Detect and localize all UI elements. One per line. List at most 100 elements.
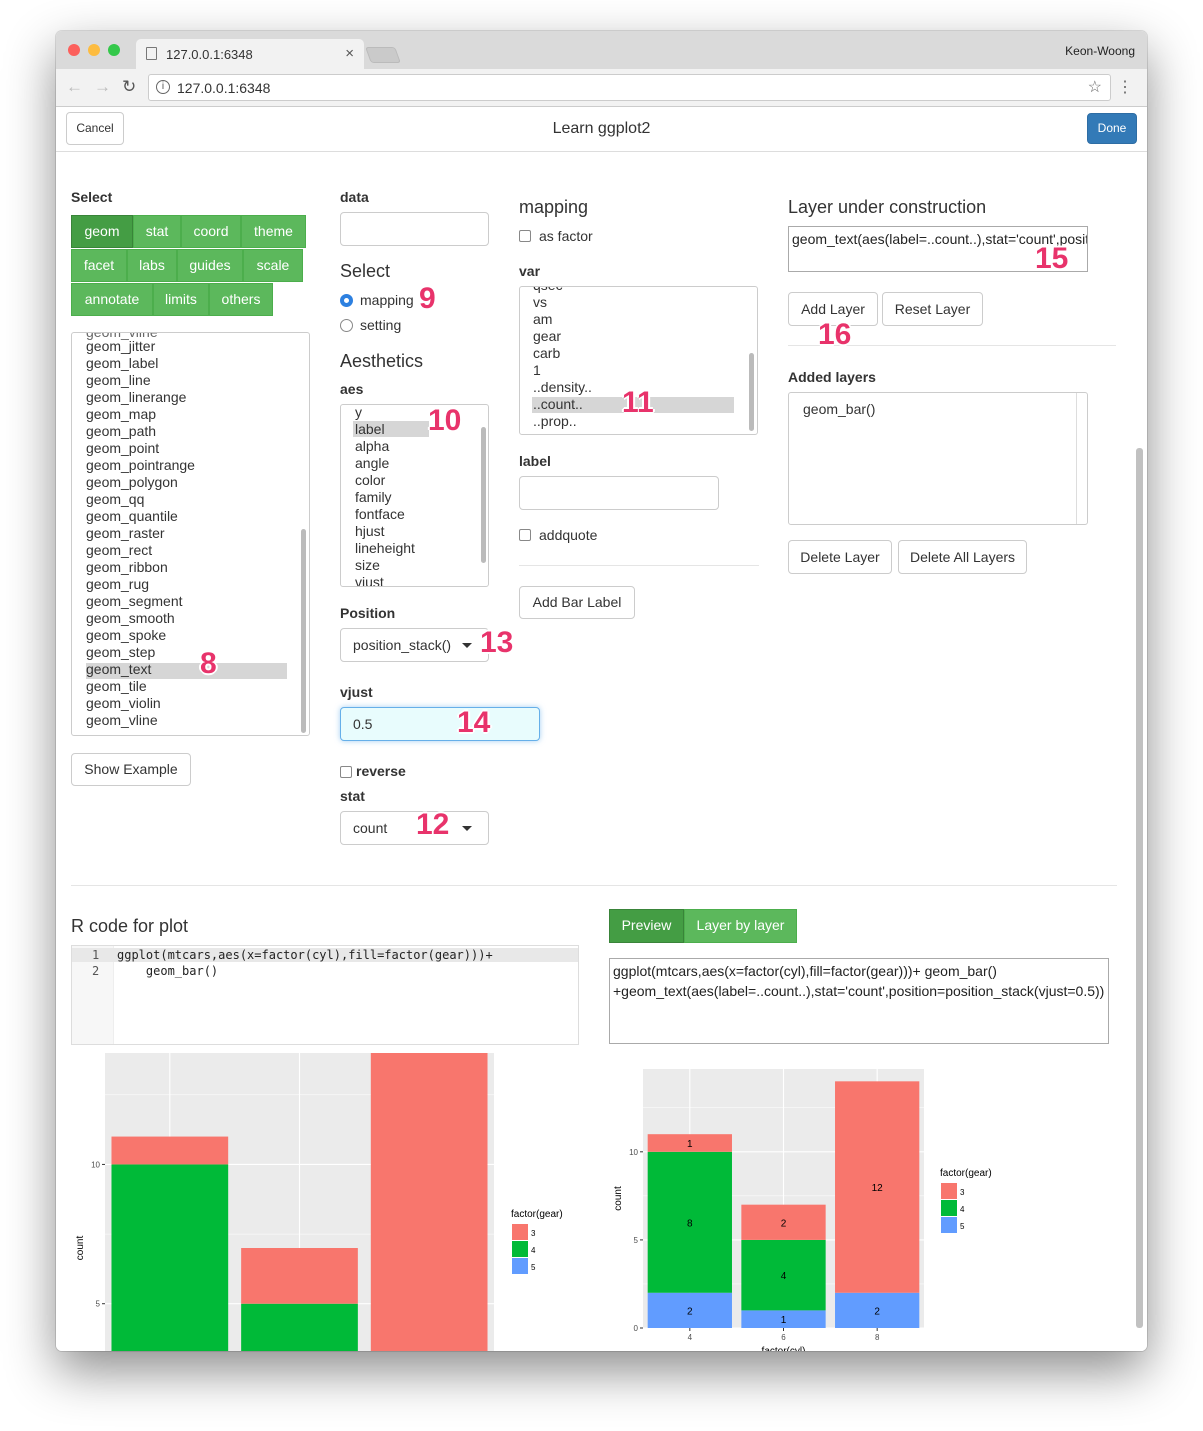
preview-button[interactable]: Preview [609,909,684,943]
list-item[interactable]: geom_smooth [86,610,175,626]
added-layers-listbox[interactable]: geom_bar() [788,392,1088,525]
mapping-radio[interactable] [340,294,353,307]
list-item[interactable]: geom_vline [86,712,158,728]
code-line[interactable]: geom_bar() [117,964,219,978]
minimize-window-icon[interactable] [88,44,100,56]
reverse-checkbox[interactable] [340,766,352,778]
list-item[interactable]: ..count.. [533,396,583,412]
delete-all-layers-button[interactable]: Delete All Layers [898,540,1027,574]
aes-listbox[interactable]: y label alpha angle color family fontface hjust… [340,404,489,587]
list-item[interactable]: geom_spoke [86,627,167,643]
list-item[interactable]: y [355,404,362,420]
coord-button[interactable]: coord [181,215,241,248]
list-item[interactable]: angle [355,455,390,471]
list-item[interactable]: geom_bar() [803,401,876,417]
list-item[interactable]: ..prop.. [533,413,577,429]
reverse-label[interactable]: reverse [356,763,406,779]
new-tab-button[interactable] [365,47,401,63]
back-icon[interactable]: ← [66,77,83,96]
list-item[interactable]: geom_rug [86,576,150,592]
close-tab-icon[interactable]: × [345,45,354,62]
list-item[interactable]: lineheight [355,540,415,556]
limits-button[interactable]: limits [153,283,209,316]
list-item[interactable]: geom_ribbon [86,559,168,575]
add-bar-label-button[interactable]: Add Bar Label [519,586,635,619]
position-select[interactable]: position_stack() [340,628,489,662]
list-item[interactable]: hjust [355,523,385,539]
layer-construction-textarea[interactable]: geom_text(aes(label=..count..),stat='cou… [788,226,1088,272]
list-item[interactable]: geom_jitter [86,338,156,354]
addquote-label[interactable]: addquote [539,527,598,543]
layer-by-layer-button[interactable]: Layer by layer [684,909,797,943]
list-item[interactable]: geom_violin [86,695,161,711]
geom-button[interactable]: geom [71,215,133,248]
setting-radio-label[interactable]: setting [360,317,402,333]
labs-button[interactable]: labs [127,249,177,282]
list-item[interactable]: vjust [355,574,384,587]
list-item[interactable]: geom_polygon [86,474,178,490]
list-item[interactable]: geom_raster [86,525,165,541]
list-item[interactable]: geom_tile [86,678,147,694]
code-line[interactable]: ggplot(mtcars,aes(x=factor(cyl),fill=fac… [117,948,493,962]
list-item[interactable]: gear [533,328,562,344]
info-icon[interactable]: i [156,80,170,94]
list-item[interactable]: geom_qq [86,491,145,507]
close-window-icon[interactable] [68,44,80,56]
list-item[interactable]: geom_quantile [86,508,178,524]
list-item[interactable]: geom_path [86,423,157,439]
browser-menu-icon[interactable]: ⋮ [1117,79,1133,96]
code-editor[interactable]: 1 2 ggplot(mtcars,aes(x=factor(cyl),fill… [71,945,579,1045]
cancel-button[interactable]: Cancel [66,112,124,145]
setting-radio[interactable] [340,319,353,332]
vjust-input[interactable]: 0.5 [340,707,540,741]
list-item[interactable]: geom_segment [86,593,183,609]
list-item[interactable]: alpha [355,438,390,454]
list-item[interactable]: geom_step [86,644,156,660]
list-item[interactable]: family [355,489,392,505]
maximize-window-icon[interactable] [108,44,120,56]
stat-select[interactable]: count [340,811,489,845]
bookmark-star-icon[interactable]: ☆ [1087,79,1102,96]
list-item[interactable]: ..density.. [533,379,592,395]
list-item[interactable]: geom_map [86,406,157,422]
list-item[interactable]: geom_rect [86,542,153,558]
reset-layer-button[interactable]: Reset Layer [882,292,983,326]
stat-button[interactable]: stat [133,215,181,248]
addquote-checkbox[interactable] [519,529,531,541]
geom-listbox[interactable]: geom_vline geom_jitter geom_label geom_lin… [71,332,310,736]
address-text[interactable]: 127.0.0.1:6348 [177,80,271,96]
page-scrollbar[interactable] [1136,448,1143,1328]
as-factor-checkbox[interactable] [519,230,531,242]
geom-list-scrollbar[interactable] [301,529,306,733]
list-item[interactable]: geom_linerange [86,389,187,405]
mapping-radio-label[interactable]: mapping [360,292,414,308]
list-item[interactable]: label [355,421,385,437]
others-button[interactable]: others [209,283,273,316]
address-bar[interactable]: i 127.0.0.1:6348 ☆ [148,74,1111,101]
list-item[interactable]: geom_text [86,661,152,677]
list-item[interactable]: color [355,472,386,488]
list-item[interactable]: carb [533,345,561,361]
aes-list-scrollbar[interactable] [481,427,486,563]
facet-button[interactable]: facet [71,249,127,282]
list-item[interactable]: geom_point [86,440,160,456]
list-item[interactable]: vs [533,294,547,310]
data-input[interactable] [340,212,489,246]
list-item[interactable]: geom_line [86,372,151,388]
as-factor-label[interactable]: as factor [539,228,593,244]
label-input[interactable] [519,476,719,510]
preview-code-textarea[interactable]: ggplot(mtcars,aes(x=factor(cyl),fill=fac… [609,958,1109,1044]
list-item[interactable]: geom_label [86,355,159,371]
list-item[interactable]: qsec [533,287,563,293]
list-item[interactable]: geom_vline [86,332,158,340]
guides-button[interactable]: guides [177,249,243,282]
add-layer-button[interactable]: Add Layer [788,292,878,326]
scale-button[interactable]: scale [243,249,303,282]
list-item[interactable]: fontface [355,506,405,522]
var-list-scrollbar[interactable] [749,353,754,431]
show-example-button[interactable]: Show Example [71,753,191,786]
profile-name[interactable]: Keon-Woong [1065,44,1135,58]
forward-icon[interactable]: → [94,77,111,96]
var-listbox[interactable]: qsecvsamgearcarb1..density....count....p… [519,286,758,435]
list-item[interactable]: am [533,311,553,327]
